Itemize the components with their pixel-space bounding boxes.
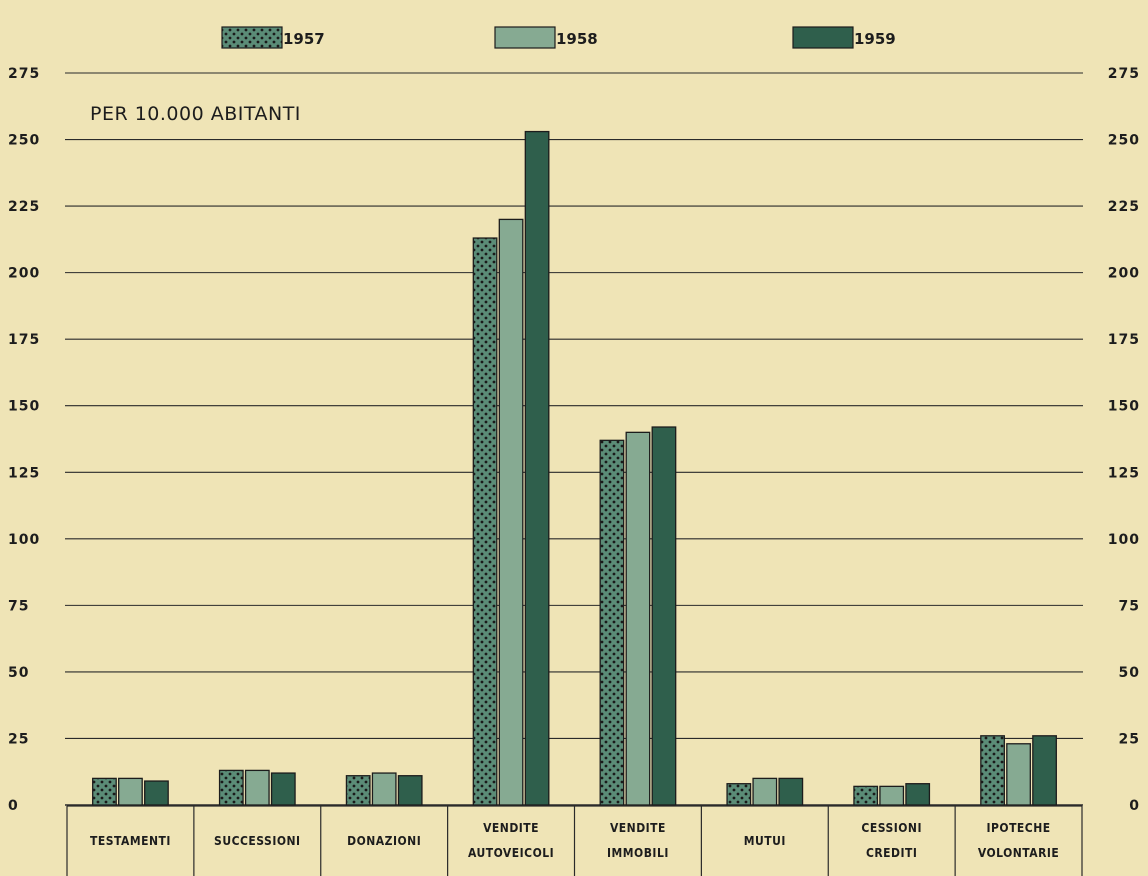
bar-1957-3: [472, 237, 498, 806]
y-tick-label-right: 150: [1108, 399, 1140, 415]
bar-1957-2: [345, 775, 371, 806]
bar-1959-3: [524, 130, 550, 806]
bar-1959-2: [397, 775, 423, 806]
legend: 1957 1958 1959: [221, 26, 896, 49]
legend-swatch-1958: [494, 26, 556, 49]
y-tick-label-left: 50: [8, 665, 29, 681]
y-tick-label-left: 100: [8, 532, 40, 548]
category-label: CESSIONI: [861, 821, 922, 835]
bar-1957-4: [599, 439, 625, 806]
bar-1958-6: [879, 785, 905, 806]
category-label: DONAZIONI: [347, 834, 421, 848]
y-tick-label-left: 150: [8, 399, 40, 415]
legend-swatch-1959: [792, 26, 854, 49]
bar-1959-7: [1032, 735, 1057, 806]
y-tick-label-right: 25: [1119, 731, 1140, 747]
bar-1958-0: [118, 777, 143, 806]
legend-label-1957: 1957: [283, 30, 325, 48]
y-tick-label-left: 175: [8, 332, 40, 348]
y-tick-label-left: 225: [8, 199, 40, 215]
category-label: TESTAMENTI: [90, 834, 171, 848]
y-axis-right-ticks: 0 25 50 75 100 125 150 175 200 225 250 275: [1108, 66, 1140, 814]
bar-1959-0: [144, 780, 169, 806]
bar-1959-1: [270, 772, 296, 806]
y-tick-label-right: 250: [1108, 133, 1140, 149]
annotation-label: PER 10.000 ABITANTI: [90, 103, 301, 125]
y-tick-label-left: 75: [8, 598, 29, 614]
category-label: IPOTECHE: [986, 821, 1050, 835]
bar-1959-6: [905, 783, 931, 806]
category-label: IMMOBILI: [607, 846, 669, 860]
y-tick-label-right: 225: [1108, 199, 1140, 215]
category-label: AUTOVEICOLI: [468, 846, 554, 860]
y-tick-label-right: 200: [1108, 266, 1140, 282]
bar-1958-4: [625, 431, 651, 806]
bar-1957-0: [92, 777, 117, 806]
bar-1958-1: [244, 769, 270, 806]
y-tick-label-right: 0: [1129, 798, 1140, 814]
y-tick-label-right: 50: [1119, 665, 1140, 681]
y-tick-label-right: 125: [1108, 465, 1140, 481]
y-tick-label-left: 0: [8, 798, 19, 814]
bar-1957-7: [980, 735, 1005, 806]
category-label: MUTUI: [744, 834, 786, 848]
bars: [92, 130, 1057, 806]
legend-label-1958: 1958: [556, 30, 598, 48]
y-tick-label-left: 125: [8, 465, 40, 481]
category-label: SUCCESSIONI: [214, 834, 301, 848]
category-label: VOLONTARIE: [978, 846, 1059, 860]
y-tick-label-left: 250: [8, 133, 40, 149]
y-tick-label-right: 175: [1108, 332, 1140, 348]
gridlines: [65, 72, 1083, 806]
y-tick-label-right: 100: [1108, 532, 1140, 548]
category-table: TESTAMENTI SUCCESSIONI DONAZIONI VENDITE AUT…: [66, 805, 1083, 876]
y-tick-label-left: 275: [8, 66, 40, 82]
category-label: VENDITE: [483, 821, 539, 835]
bar-1958-7: [1006, 743, 1031, 806]
bar-1957-5: [726, 783, 752, 806]
legend-label-1959: 1959: [854, 30, 896, 48]
bar-1957-6: [853, 785, 879, 806]
bar-1959-5: [778, 777, 804, 806]
y-tick-label-right: 275: [1108, 66, 1140, 82]
bar-1959-4: [651, 426, 677, 806]
y-axis-left-ticks: 0 25 50 75 100 125 150 175 200 225 250 275: [8, 66, 40, 814]
y-tick-label-right: 75: [1119, 598, 1140, 614]
bar-1957-1: [218, 769, 244, 806]
category-label: CREDITI: [866, 846, 917, 860]
bar-1958-2: [371, 772, 397, 806]
bar-1958-3: [498, 218, 524, 806]
bar-1958-5: [752, 777, 778, 806]
legend-swatch-1957: [221, 26, 283, 49]
y-tick-label-left: 200: [8, 266, 40, 282]
category-label: VENDITE: [610, 821, 666, 835]
y-tick-label-left: 25: [8, 731, 29, 747]
